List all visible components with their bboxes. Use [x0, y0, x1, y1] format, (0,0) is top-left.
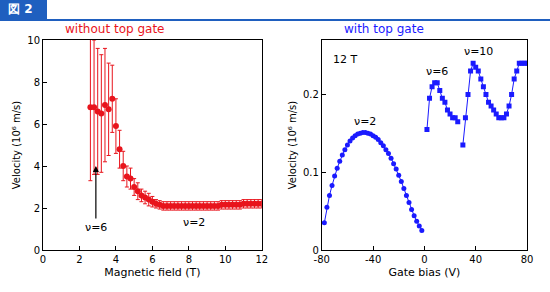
svg-text:80: 80 [521, 254, 534, 265]
svg-text:0: 0 [34, 245, 40, 256]
svg-text:0: 0 [40, 254, 46, 265]
svg-text:2: 2 [34, 203, 40, 214]
svg-text:4: 4 [113, 254, 119, 265]
svg-text:Velocity (10⁶ m/s): Velocity (10⁶ m/s) [11, 101, 22, 190]
svg-text:10: 10 [219, 254, 232, 265]
svg-text:with top gate: with top gate [344, 22, 424, 36]
svg-text:Velocity (10⁶ m/s): Velocity (10⁶ m/s) [287, 101, 298, 190]
svg-text:ν=2: ν=2 [183, 216, 205, 229]
svg-text:0.1: 0.1 [303, 167, 319, 178]
svg-text:-40: -40 [365, 254, 381, 265]
html-text:図 2: 図 2 [8, 2, 33, 16]
svg-text:8: 8 [34, 77, 40, 88]
svg-text:12 T: 12 T [333, 53, 357, 66]
svg-text:10: 10 [27, 35, 40, 46]
svg-text:0.2: 0.2 [303, 89, 319, 100]
svg-text:6: 6 [149, 254, 155, 265]
svg-text:0: 0 [421, 254, 427, 265]
svg-text:2: 2 [76, 254, 82, 265]
svg-text:8: 8 [186, 254, 192, 265]
svg-text:ν=2: ν=2 [354, 115, 376, 128]
svg-text:without top gate: without top gate [65, 22, 164, 36]
svg-text:12: 12 [255, 254, 268, 265]
svg-text:ν=10: ν=10 [464, 45, 493, 58]
svg-text:ν=6: ν=6 [85, 221, 107, 234]
svg-text:Gate bias (V): Gate bias (V) [388, 266, 460, 279]
svg-text:6: 6 [34, 119, 40, 130]
svg-text:Magnetic field (T): Magnetic field (T) [104, 266, 200, 279]
svg-text:4: 4 [34, 161, 40, 172]
svg-text:ν=6: ν=6 [426, 65, 448, 78]
svg-text:-80: -80 [314, 254, 330, 265]
svg-text:40: 40 [469, 254, 482, 265]
svg-text:0: 0 [312, 245, 318, 256]
